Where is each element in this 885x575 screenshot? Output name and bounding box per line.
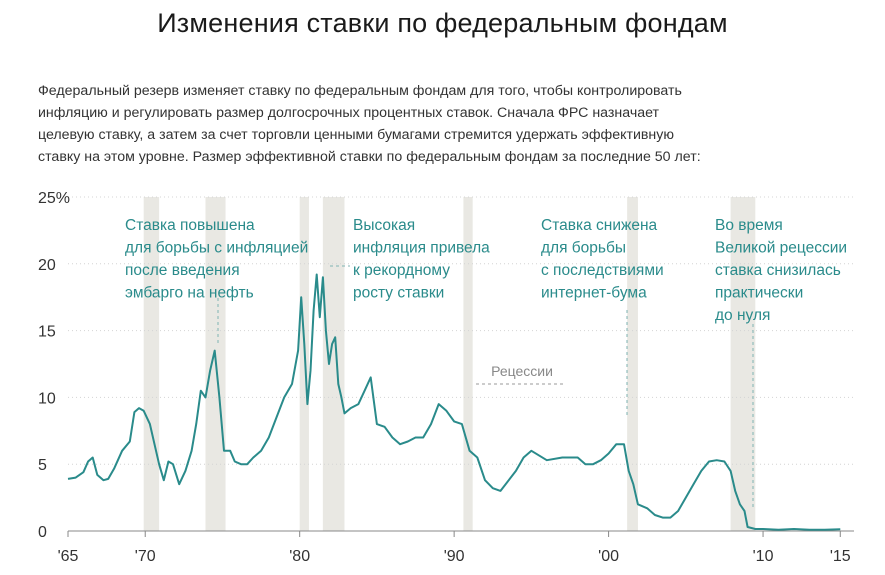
x-tick-label: '80 xyxy=(289,548,310,565)
x-tick-label: '70 xyxy=(135,548,156,565)
recession-legend: Рецессии xyxy=(476,362,566,385)
annotation-line: Во время xyxy=(715,217,783,234)
intro-line: Федеральный резерв изменяет ставку по фе… xyxy=(38,83,682,99)
rate-series-line xyxy=(67,273,841,531)
annotations: Ставка повышена для борьбы с инфляцией пос… xyxy=(125,217,847,324)
y-tick-label: 10 xyxy=(38,390,56,407)
y-tick-label: 20 xyxy=(38,257,56,274)
annotation-line: практически xyxy=(715,285,803,302)
annotation-line: Великой рецессии xyxy=(715,240,847,257)
y-tick-label: 15 xyxy=(38,324,56,341)
annotation-line: росту ставки xyxy=(353,285,444,302)
x-tick-label: '00 xyxy=(598,548,619,565)
annotation-line: Ставка снижена xyxy=(541,217,658,234)
y-axis-ticks: 25% 20 15 10 5 0 xyxy=(38,190,70,541)
annotation-text: Во время Великой рецессии ставка снизилась… xyxy=(715,217,847,324)
annotation-text: Высокая инфляция привела к рекордному росту… xyxy=(353,217,490,302)
y-tick-label: 0 xyxy=(38,524,47,541)
x-tick-label: '90 xyxy=(444,548,465,565)
annotation-line: Ставка повышена xyxy=(125,217,255,234)
recession-legend-label: Рецессии xyxy=(491,363,553,379)
intro-text: Федеральный резерв изменяет ставку по фе… xyxy=(38,80,838,168)
annotation-leaders xyxy=(217,265,754,510)
y-tick-label: 5 xyxy=(38,457,47,474)
chart-title: Изменения ставки по федеральным фондам xyxy=(157,8,728,38)
x-tick-label: '10 xyxy=(753,548,774,565)
gridlines xyxy=(68,196,854,532)
annotation-line: ставка снизилась xyxy=(715,262,841,279)
annotation-line: для борьбы с инфляцией xyxy=(125,240,308,257)
y-tick-label: 25% xyxy=(38,190,70,207)
intro-line: инфляцию и регулировать размер долгосроч… xyxy=(38,105,660,121)
recession-band xyxy=(322,197,345,531)
x-axis-ticks: '65 '70 '80 '90 '00 '10 '15 xyxy=(58,531,851,565)
intro-line: целевую ставку, а затем за счет торговли… xyxy=(38,127,675,143)
annotation-line: к рекордному xyxy=(353,262,450,279)
recession-band xyxy=(463,197,473,531)
annotation-text: Ставка снижена для борьбы с последствиями и… xyxy=(541,217,664,302)
annotation-line: интернет-бума xyxy=(541,285,647,302)
annotation-line: эмбарго на нефть xyxy=(125,285,254,302)
annotation-line: после введения xyxy=(125,262,240,279)
annotation-text: Ставка повышена для борьбы с инфляцией пос… xyxy=(125,217,308,302)
recession-band xyxy=(627,197,638,531)
x-tick-label: '15 xyxy=(830,548,851,565)
x-tick-label: '65 xyxy=(58,548,79,565)
annotation-line: с последствиями xyxy=(541,262,664,279)
recession-band xyxy=(299,197,309,531)
intro-line: ставку на этом уровне. Размер эффективно… xyxy=(38,149,701,165)
annotation-line: до нуля xyxy=(715,307,770,324)
recession-legend-bg xyxy=(488,362,556,380)
annotation-line: для борьбы xyxy=(541,240,626,257)
annotation-line: инфляция привела xyxy=(353,240,490,257)
annotation-line: Высокая xyxy=(353,217,415,234)
recession-band xyxy=(730,197,756,531)
